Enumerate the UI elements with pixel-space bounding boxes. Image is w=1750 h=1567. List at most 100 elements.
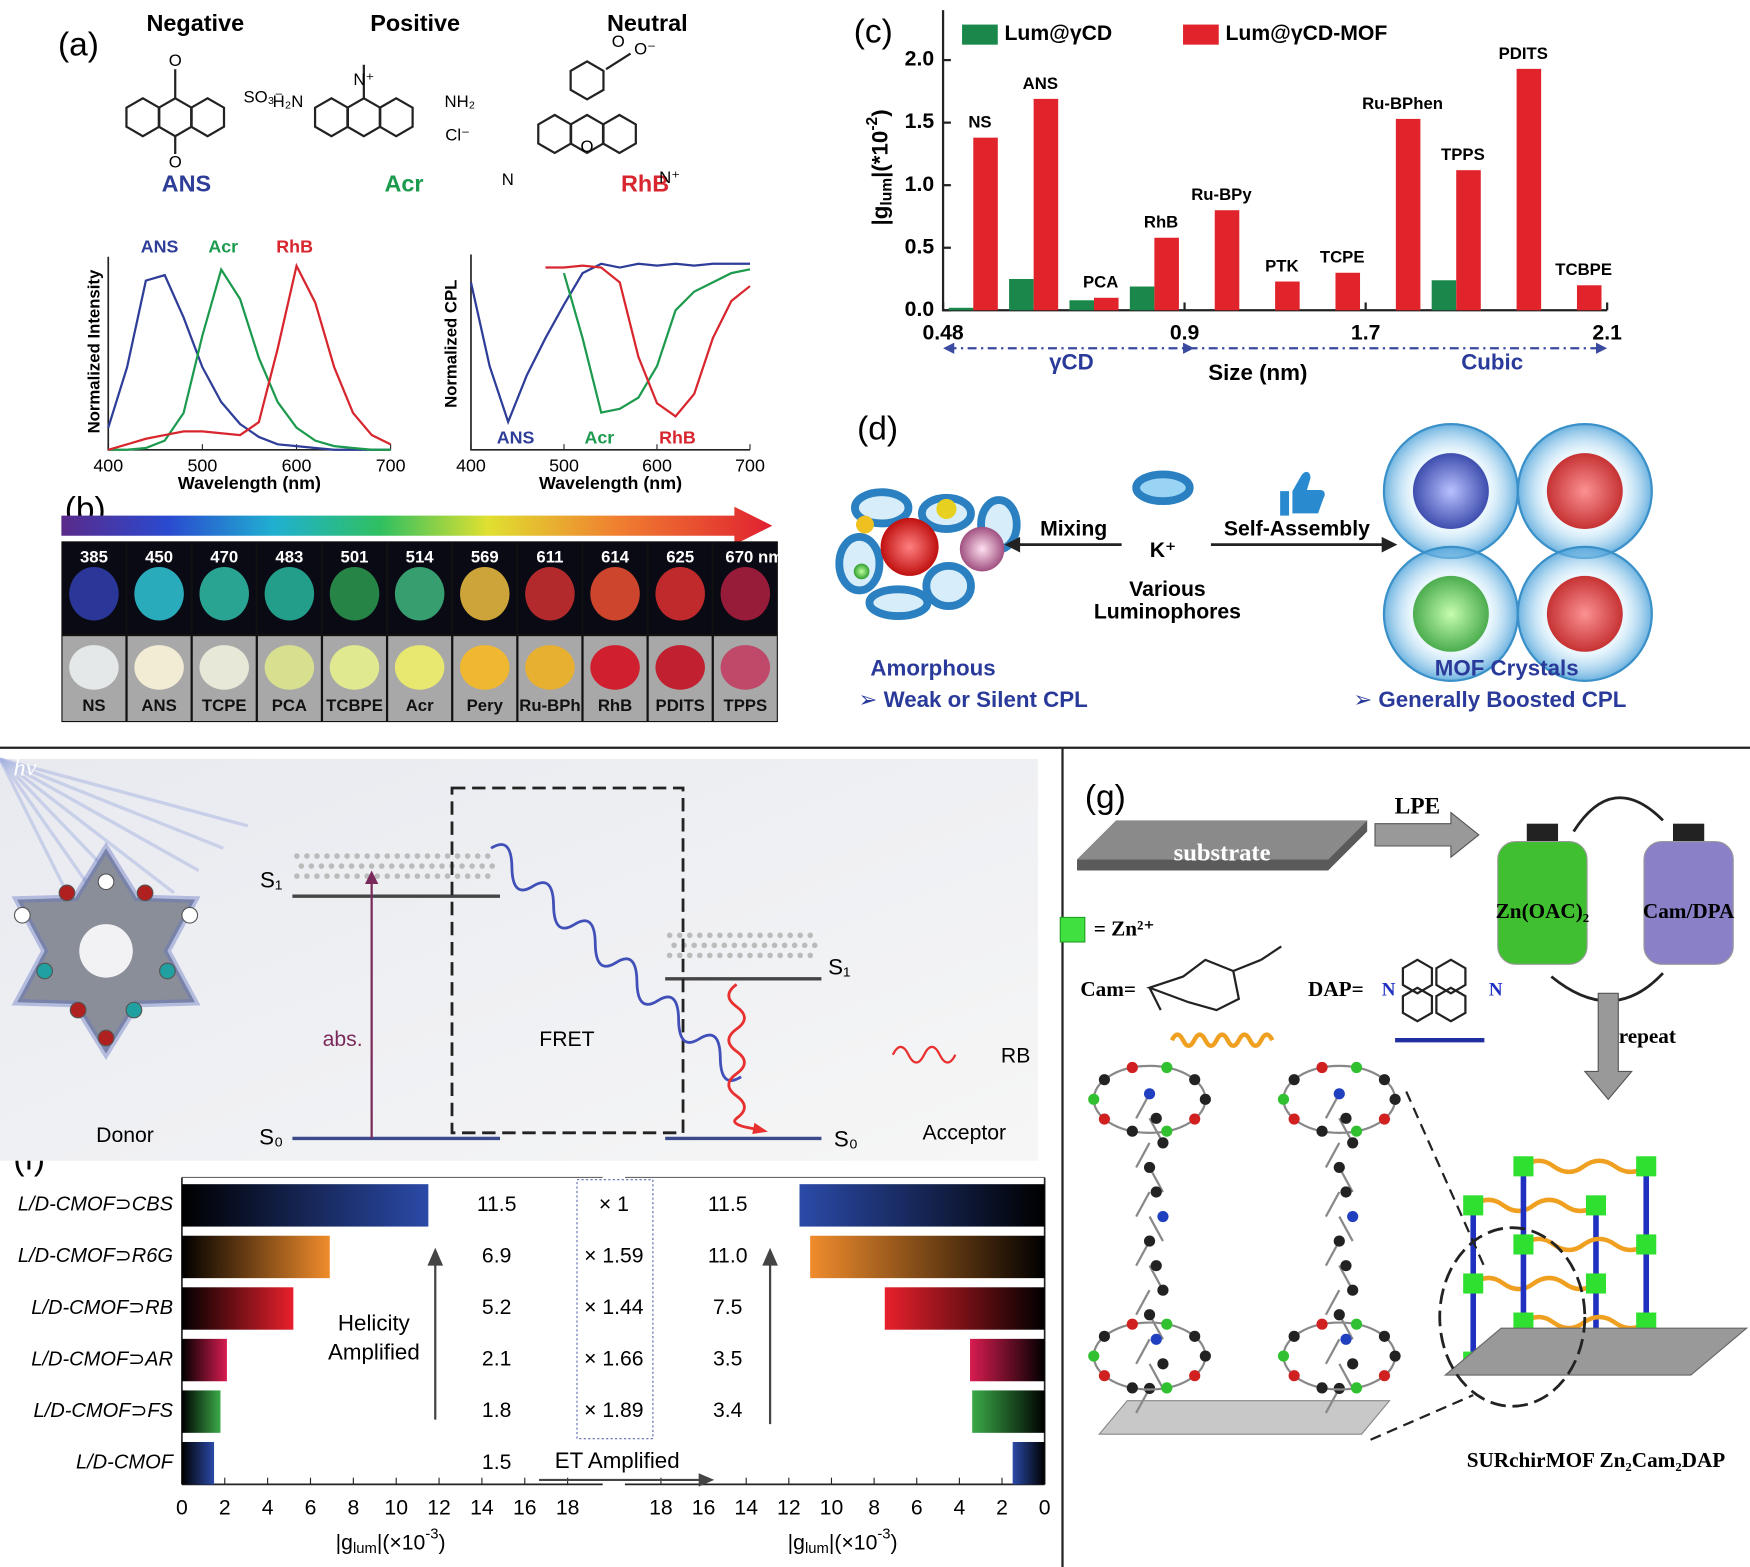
vibrational-level — [454, 873, 461, 879]
atom — [1350, 1061, 1363, 1074]
arrow-head — [427, 1247, 444, 1266]
atom — [1143, 1088, 1156, 1100]
vibrational-level — [686, 932, 693, 939]
vibrational-level — [469, 863, 475, 869]
atom-label: SO₃⁻ — [243, 88, 283, 107]
atom — [1389, 1350, 1401, 1362]
vibrational-level — [691, 942, 697, 949]
line — [1324, 1191, 1341, 1218]
zn-node — [1585, 1195, 1607, 1216]
vibrational-level — [717, 932, 723, 939]
vibrational-level — [787, 932, 793, 939]
light-label: hν — [13, 755, 36, 782]
x-tick-label: 700 — [735, 455, 765, 475]
bar-label: TCBPE — [1555, 260, 1612, 279]
atom — [1316, 1125, 1328, 1137]
sphere — [936, 498, 957, 519]
state-title: Amorphous — [870, 656, 995, 681]
vibrational-level — [334, 853, 340, 859]
atom — [1150, 1260, 1162, 1272]
panel-background — [0, 758, 1038, 1161]
y-axis-label-part: ) — [868, 109, 893, 116]
vibrational-level — [444, 853, 451, 859]
line — [1405, 1091, 1486, 1268]
atom — [1088, 1350, 1100, 1362]
y-tick-label: 0.5 — [905, 235, 935, 258]
sample-name: TCPE — [202, 696, 247, 715]
molecule-pore — [79, 924, 133, 978]
atom — [1143, 1309, 1156, 1321]
vibrational-level — [429, 863, 435, 869]
atom — [1189, 1330, 1201, 1342]
luminophore-label: Luminophores — [1094, 600, 1241, 623]
atom — [1098, 1370, 1110, 1382]
x-tick-label: 600 — [282, 455, 312, 475]
vibrational-level — [314, 873, 320, 879]
vibrational-level — [388, 863, 395, 869]
zn-node — [1463, 1273, 1484, 1294]
sphere — [959, 526, 1005, 572]
vibrational-level — [459, 863, 465, 869]
cyclodextrin — [922, 561, 975, 610]
atom-label: N — [1489, 979, 1503, 1000]
atom — [1347, 1210, 1359, 1223]
bar — [181, 1390, 221, 1433]
ring — [190, 96, 226, 138]
atom — [1088, 1093, 1100, 1105]
donor-label: Donor — [96, 1124, 154, 1147]
vibrational-level — [344, 873, 350, 879]
atom — [1333, 1235, 1345, 1247]
emission — [727, 983, 760, 1131]
helix — [1522, 1236, 1648, 1253]
vibrational-level — [378, 863, 385, 869]
atom — [1288, 1113, 1300, 1125]
arrow-head — [698, 1473, 715, 1487]
arrow-label: Self-Assembly — [1224, 518, 1370, 541]
vibrational-level — [358, 863, 365, 869]
value-label: 3.5 — [713, 1348, 742, 1371]
vibrational-level — [374, 853, 381, 859]
powder — [525, 645, 575, 690]
bar — [948, 307, 974, 311]
vibrational-level — [464, 853, 471, 859]
arrow-head — [364, 870, 379, 884]
sample-name: PCA — [272, 696, 307, 715]
bar — [884, 1287, 1045, 1330]
ring — [601, 113, 637, 155]
panel-label: (g) — [1085, 779, 1126, 816]
line — [1324, 1338, 1341, 1365]
powder — [264, 645, 315, 690]
vibrational-level — [711, 942, 718, 949]
vibrational-level — [787, 952, 793, 959]
x-tick-label: 2 — [996, 1497, 1008, 1520]
spectrum-arrow — [61, 506, 773, 545]
bar — [181, 1184, 429, 1227]
x-tick-label: 12 — [777, 1497, 801, 1520]
zn-node — [1463, 1195, 1484, 1216]
cam-key-label: Cam= — [1080, 977, 1136, 1001]
vibrational-level — [368, 863, 375, 869]
atom — [1143, 1235, 1156, 1247]
x-axis-label-part: ) — [439, 1531, 446, 1554]
zn-node — [1513, 1234, 1534, 1255]
level-label: S₀ — [259, 1124, 283, 1149]
luminophore-label: Various — [1129, 578, 1206, 601]
fret-label: FRET — [539, 1028, 594, 1051]
vibrational-level — [348, 863, 355, 869]
atom — [1189, 1113, 1201, 1125]
vibrational-level — [767, 952, 773, 959]
bar — [1009, 279, 1034, 311]
bottle — [1497, 840, 1588, 965]
wavelength: 569 — [471, 547, 499, 566]
atom — [1333, 1382, 1345, 1394]
luminescence — [134, 566, 184, 621]
bar — [1094, 297, 1119, 311]
x-tick-label: 0.9 — [1170, 321, 1199, 344]
x-tick-label: 6 — [305, 1497, 317, 1520]
vibrational-level — [394, 873, 401, 879]
atom — [1126, 1125, 1138, 1137]
helix — [1522, 1158, 1648, 1175]
x-axis-label-part: |g — [788, 1531, 805, 1554]
powder — [460, 645, 510, 690]
atom — [1126, 1318, 1138, 1330]
